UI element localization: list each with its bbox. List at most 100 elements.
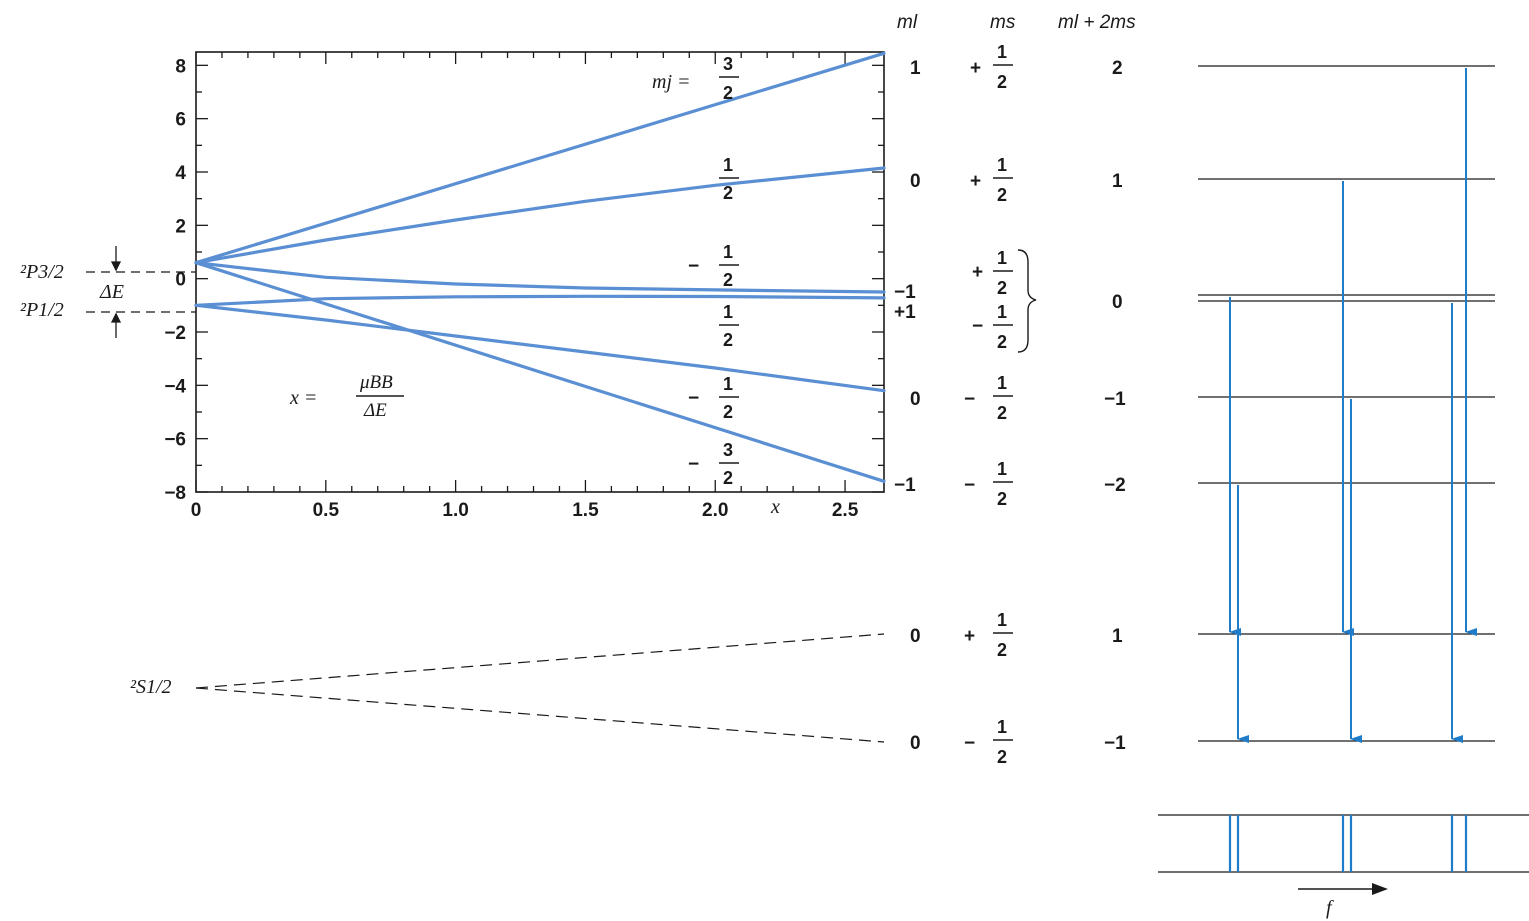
svg-text:ΔE: ΔE — [363, 400, 387, 421]
svg-text:−1: −1 — [1104, 733, 1126, 754]
s-lower-dash — [195, 687, 885, 743]
x-tick-label: 1.5 — [572, 500, 599, 521]
curve-mj-1 — [194, 51, 886, 265]
svg-text:−: − — [972, 316, 983, 337]
y-tick-labels: 8 6 4 2 0 −2 −4 −6 −8 — [164, 56, 186, 504]
svg-text:1: 1 — [910, 58, 921, 79]
curve-mj-2 — [194, 166, 886, 265]
frequency-label: f — [1326, 897, 1334, 919]
svg-text:1: 1 — [723, 302, 733, 322]
mj-label-5: − 1 2 — [688, 374, 739, 422]
mj-label-6: − 3 2 — [688, 440, 739, 488]
svg-text:μBB: μBB — [359, 372, 393, 393]
svg-text:1: 1 — [723, 374, 733, 394]
svg-text:2: 2 — [723, 183, 733, 203]
svg-text:2: 2 — [997, 278, 1007, 298]
svg-text:2: 2 — [723, 83, 733, 103]
mj-label-1: mj = 3 2 — [652, 54, 739, 103]
delta-e-label: ΔE — [99, 281, 124, 303]
header-sum: ml + 2ms — [1058, 12, 1136, 33]
p-level-row-1: 1 + 1 2 2 — [910, 42, 1123, 92]
svg-text:1: 1 — [723, 242, 733, 262]
svg-text:mj =: mj = — [652, 71, 691, 93]
svg-text:2: 2 — [723, 468, 733, 488]
y-tick-label: −8 — [164, 483, 186, 504]
p32-label: ²P3/2 — [20, 261, 64, 283]
svg-text:−: − — [964, 389, 975, 410]
y-tick-label: −2 — [164, 323, 186, 344]
svg-text:x =: x = — [289, 387, 317, 409]
y-tick-label: 8 — [175, 56, 186, 77]
plot-ticks — [195, 52, 884, 493]
svg-text:−1: −1 — [1104, 389, 1126, 410]
x-tick-labels: 0 0.5 1.0 1.5 2.0 2.5 — [191, 500, 859, 521]
y-tick-label: 2 — [175, 216, 186, 237]
svg-text:2: 2 — [723, 270, 733, 290]
p-level-row-3: −1 + 1 2 0 — [894, 248, 1123, 313]
svg-text:3: 3 — [723, 440, 733, 460]
s-upper-dash — [195, 633, 885, 689]
svg-text:1: 1 — [997, 717, 1007, 737]
svg-text:+1: +1 — [894, 302, 916, 323]
svg-text:+: + — [970, 58, 981, 79]
svg-text:1: 1 — [723, 155, 733, 175]
s-level-row-1: 0 + 1 2 1 — [910, 610, 1123, 660]
svg-text:1: 1 — [997, 373, 1007, 393]
x-axis-label: x — [770, 496, 780, 518]
svg-text:1: 1 — [997, 42, 1007, 62]
svg-text:0: 0 — [1112, 292, 1123, 313]
plot-frame — [195, 51, 885, 493]
curve-mj-5 — [194, 303, 886, 393]
svg-text:2: 2 — [997, 640, 1007, 660]
svg-text:1: 1 — [1112, 626, 1123, 647]
svg-text:1: 1 — [997, 302, 1007, 322]
x-tick-label: 0 — [191, 500, 202, 521]
brace — [1017, 249, 1037, 353]
svg-text:3: 3 — [723, 54, 733, 74]
svg-text:−: − — [688, 454, 699, 475]
svg-text:−2: −2 — [1104, 475, 1126, 496]
svg-text:2: 2 — [1112, 58, 1123, 79]
svg-text:−: − — [964, 733, 975, 754]
svg-text:1: 1 — [997, 610, 1007, 630]
curves — [194, 51, 886, 483]
y-tick-label: −6 — [164, 430, 186, 451]
svg-text:2: 2 — [723, 330, 733, 350]
svg-text:0: 0 — [910, 626, 921, 647]
curve-mj-3 — [194, 261, 886, 294]
x-tick-label: 2.0 — [702, 500, 728, 521]
svg-text:2: 2 — [997, 403, 1007, 423]
svg-text:0: 0 — [910, 733, 921, 754]
p12-label: ²P1/2 — [20, 299, 64, 321]
curve-mj-6 — [194, 261, 886, 483]
transition-arrows — [1229, 68, 1477, 743]
svg-text:−: − — [688, 388, 699, 409]
svg-text:1: 1 — [1112, 171, 1123, 192]
p-level-row-5: 0 − 1 2 −1 — [910, 373, 1126, 423]
formula: x = μBB ΔE — [289, 372, 404, 421]
svg-text:2: 2 — [997, 489, 1007, 509]
svg-text:+: + — [964, 626, 975, 647]
delta-e-marker — [110, 246, 122, 338]
p-level-row-6: −1 − 1 2 −2 — [894, 459, 1126, 509]
svg-text:2: 2 — [997, 332, 1007, 352]
header-ml: ml — [897, 12, 918, 33]
curve-mj-4 — [194, 294, 886, 307]
spectrum: f — [1158, 814, 1529, 919]
svg-text:+: + — [972, 262, 983, 283]
mj-label-4: 1 2 — [719, 302, 739, 350]
svg-text:0: 0 — [910, 389, 921, 410]
svg-text:−: − — [964, 475, 975, 496]
mj-label-2: 1 2 — [719, 155, 739, 203]
svg-text:−: − — [688, 256, 699, 277]
svg-text:+: + — [970, 171, 981, 192]
y-tick-label: 0 — [175, 270, 186, 291]
s12-label: ²S1/2 — [130, 676, 172, 698]
energy-levels — [1198, 65, 1495, 742]
x-tick-label: 1.0 — [442, 500, 468, 521]
header-ms: ms — [990, 12, 1016, 33]
svg-text:−1: −1 — [894, 282, 916, 303]
svg-text:2: 2 — [997, 72, 1007, 92]
p-level-row-2: 0 + 1 2 1 — [910, 155, 1123, 205]
